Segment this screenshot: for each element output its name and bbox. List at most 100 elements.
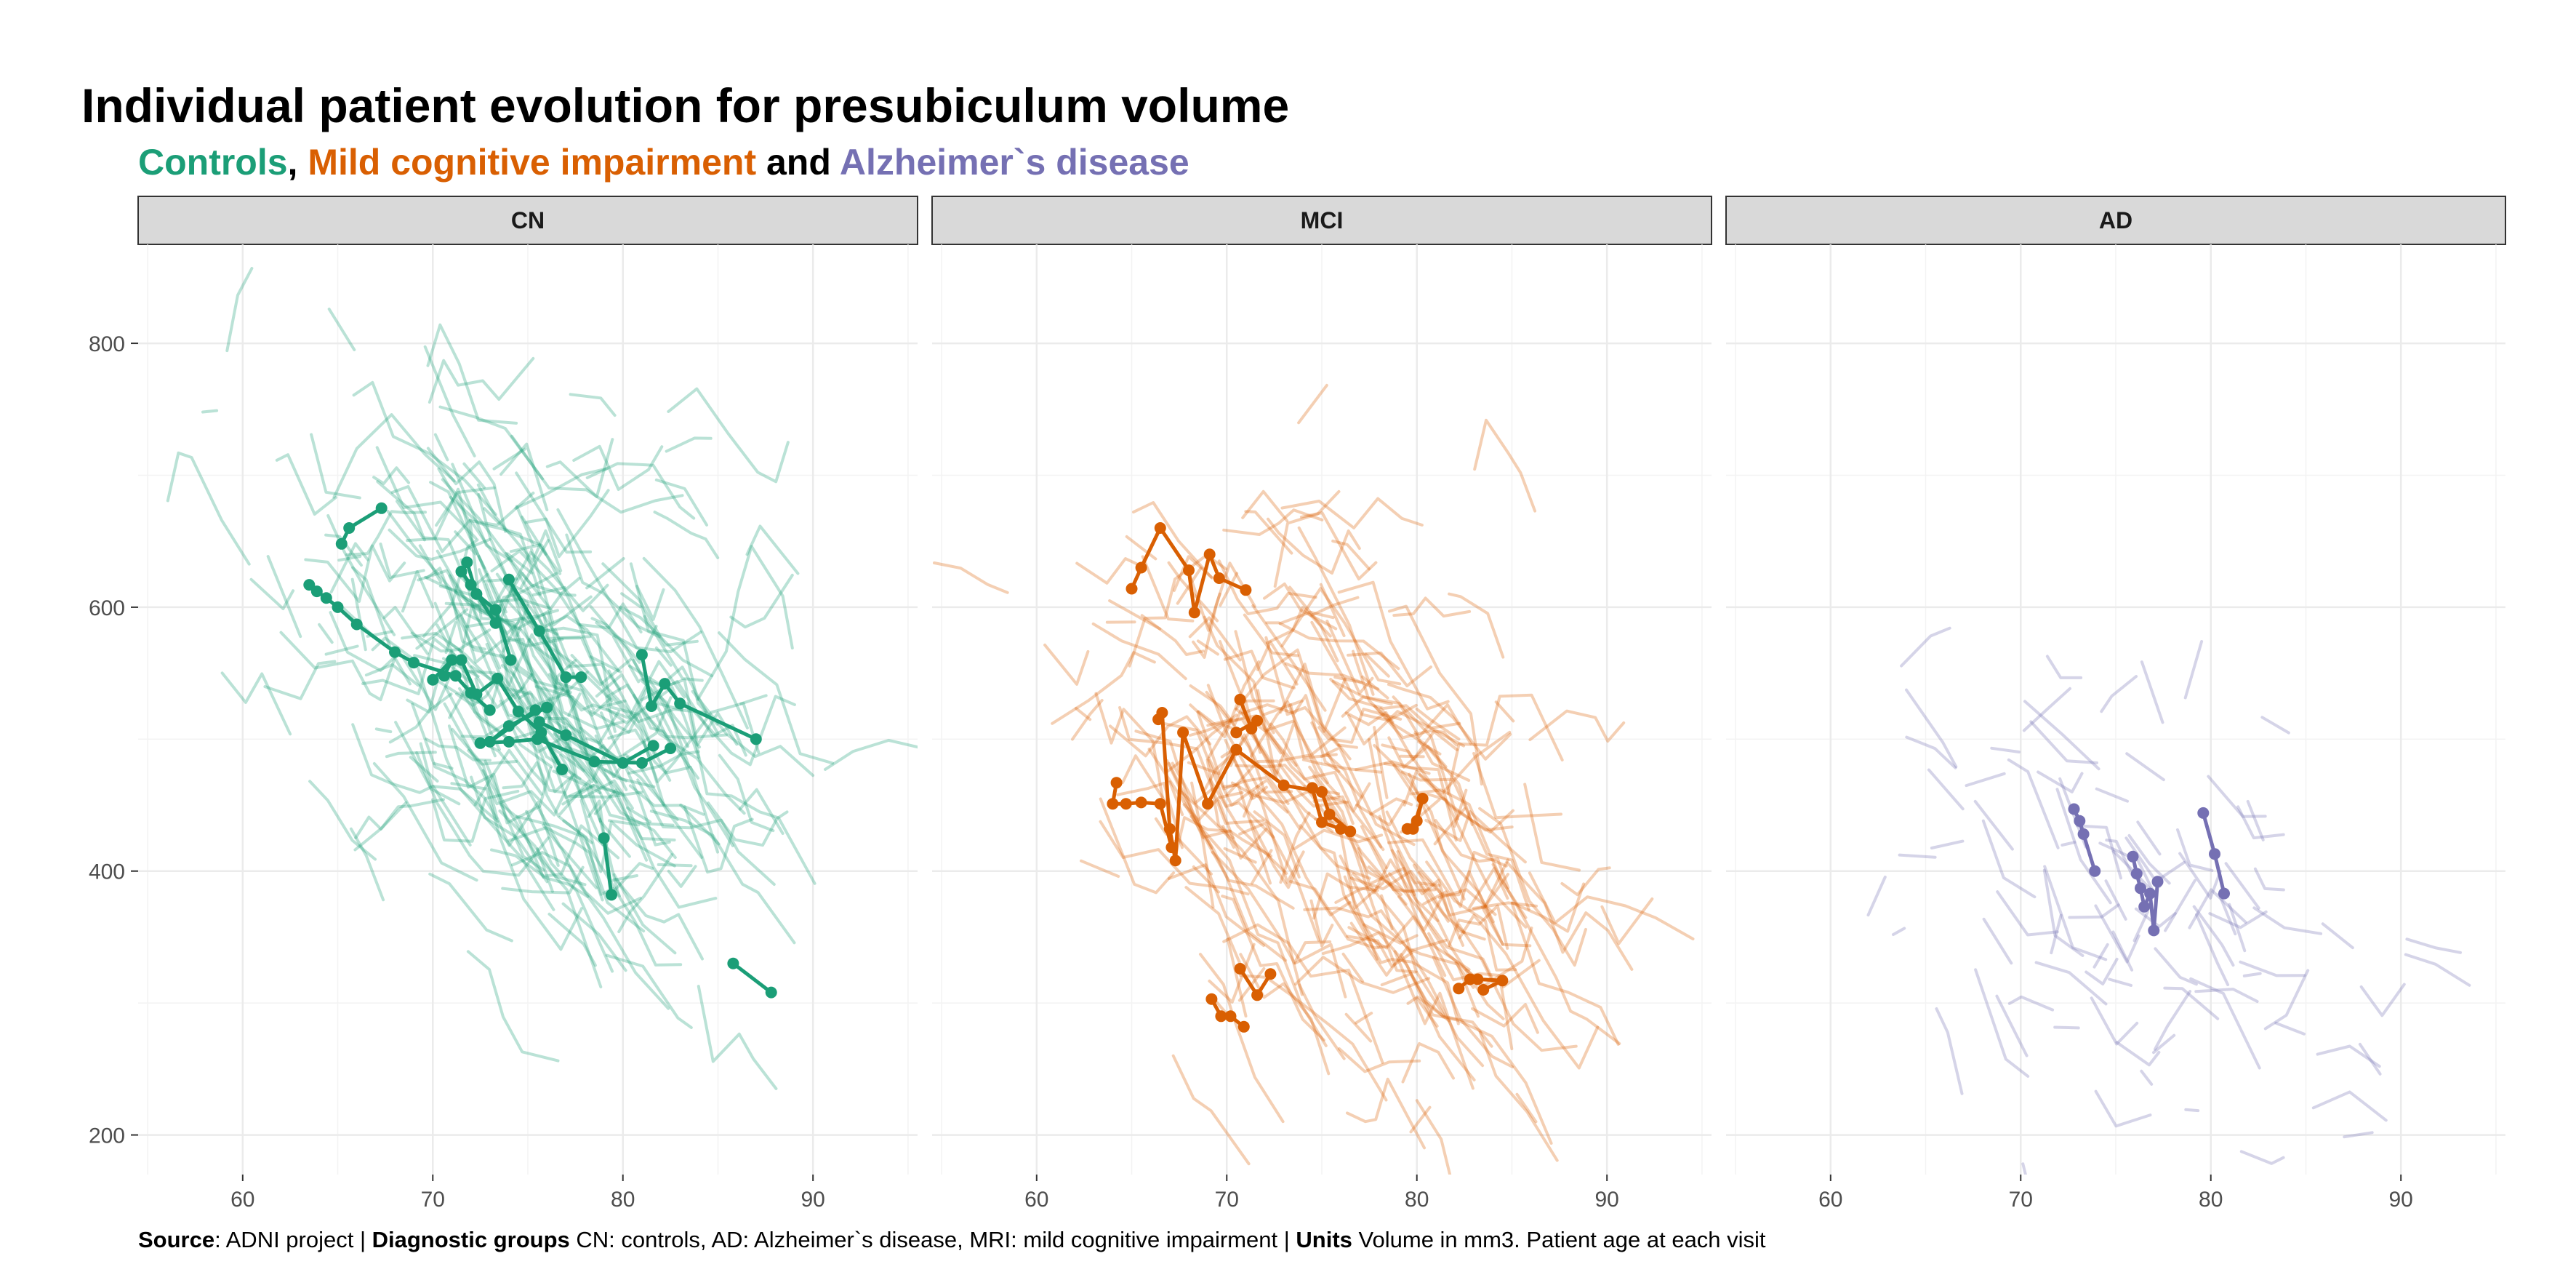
background-trajectory <box>565 745 676 841</box>
background-trajectory <box>1523 783 1581 872</box>
background-trajectory <box>1262 699 1304 716</box>
background-trajectory <box>1165 759 1273 857</box>
visit-point <box>1306 782 1318 794</box>
background-trajectory <box>2043 865 2108 961</box>
background-trajectory <box>2236 805 2285 840</box>
background-trajectory <box>2246 800 2265 841</box>
background-trajectory <box>318 623 334 644</box>
background-trajectory <box>565 533 661 639</box>
background-trajectory <box>515 505 534 547</box>
background-trajectory <box>1472 751 1562 820</box>
background-trajectory <box>1482 873 1509 910</box>
panel-mci: MCI 60 70 80 90 <box>931 196 1712 1212</box>
visit-point <box>1120 798 1132 810</box>
background-trajectory <box>1308 765 1446 1017</box>
background-trajectory <box>2154 947 2198 986</box>
background-trajectory <box>1252 733 1381 948</box>
background-trajectory <box>1355 760 1431 775</box>
background-trajectory <box>692 695 796 767</box>
background-trajectories <box>1866 626 2471 1175</box>
background-trajectory <box>1373 726 1389 799</box>
background-trajectory <box>524 489 610 559</box>
highlighted-trajectory <box>1152 707 1357 867</box>
background-trajectory <box>1192 865 1220 894</box>
background-trajectory <box>1109 715 1212 758</box>
background-trajectory <box>2140 660 2164 724</box>
background-trajectory <box>1251 604 1327 712</box>
background-trajectory <box>1280 587 1402 686</box>
trajectory-line <box>538 720 654 765</box>
background-trajectory <box>401 570 435 613</box>
background-trajectory <box>201 409 219 414</box>
background-trajectory <box>1448 904 1509 950</box>
background-trajectory <box>1388 872 1498 988</box>
background-trajectory <box>1511 882 1586 933</box>
background-trajectory <box>547 912 597 967</box>
visit-point <box>533 716 545 728</box>
background-trajectory <box>1448 592 1505 659</box>
background-trajectory <box>279 631 400 702</box>
background-trajectory <box>411 703 499 820</box>
background-trajectory <box>2253 867 2285 892</box>
background-trajectory <box>2239 960 2306 977</box>
background-trajectory <box>1298 983 1346 1060</box>
background-trajectory <box>499 700 553 769</box>
background-trajectory <box>2321 922 2354 950</box>
background-trajectory <box>506 552 534 575</box>
facet-strip-cn <box>137 196 918 245</box>
background-trajectory <box>1208 778 1288 875</box>
background-trajectory <box>1341 952 1365 983</box>
background-trajectory <box>441 478 577 597</box>
background-trajectory <box>1892 927 1906 936</box>
background-trajectory <box>1403 730 1512 807</box>
trajectory-line <box>507 578 582 679</box>
background-trajectory <box>1346 935 1414 968</box>
background-trajectory <box>2311 1090 2388 1122</box>
background-trajectory <box>1256 640 1299 686</box>
background-trajectory <box>1341 695 1393 718</box>
background-trajectory <box>1279 663 1347 733</box>
background-trajectory <box>447 724 553 825</box>
background-trajectory <box>622 696 673 756</box>
background-trajectory <box>1219 572 1239 607</box>
background-trajectory <box>1446 693 1564 795</box>
background-trajectory <box>1147 748 1295 910</box>
facet-strip-label: CN <box>511 207 545 233</box>
background-trajectory <box>536 847 554 893</box>
background-trajectory <box>539 687 675 827</box>
background-trajectory <box>510 851 642 915</box>
visit-point <box>1203 548 1216 561</box>
background-trajectory <box>553 732 570 746</box>
background-trajectory <box>2023 700 2100 771</box>
visit-point <box>427 673 439 686</box>
background-trajectory <box>1418 870 1532 948</box>
background-trajectory <box>2207 775 2267 818</box>
background-trajectory <box>1310 596 1360 617</box>
background-trajectory <box>1187 750 1268 800</box>
background-trajectory <box>435 486 496 527</box>
background-trajectory <box>225 267 254 353</box>
background-trajectory <box>460 614 535 679</box>
background-trajectory <box>589 655 622 673</box>
background-trajectory <box>448 574 481 623</box>
facet-strip-label: AD <box>2099 207 2132 233</box>
background-trajectory <box>2125 752 2165 782</box>
visit-point <box>389 646 401 658</box>
chart-subtitle: Controls, Mild cognitive impairment and … <box>138 142 1189 183</box>
visit-point <box>665 743 677 754</box>
visit-point <box>1165 841 1178 854</box>
background-trajectory <box>1211 851 1332 965</box>
background-trajectory <box>1251 849 1273 885</box>
visit-point <box>1169 855 1181 867</box>
highlighted-trajectory <box>1306 782 1347 835</box>
background-trajectory <box>495 572 553 616</box>
background-trajectory <box>1390 849 1509 917</box>
background-trajectory <box>525 809 614 973</box>
background-trajectory <box>1074 706 1092 721</box>
visit-point <box>465 579 477 591</box>
background-trajectory <box>510 587 572 695</box>
visit-point <box>505 654 517 666</box>
background-trajectory <box>351 723 472 847</box>
visit-point <box>598 832 610 844</box>
background-trajectory <box>617 853 674 934</box>
